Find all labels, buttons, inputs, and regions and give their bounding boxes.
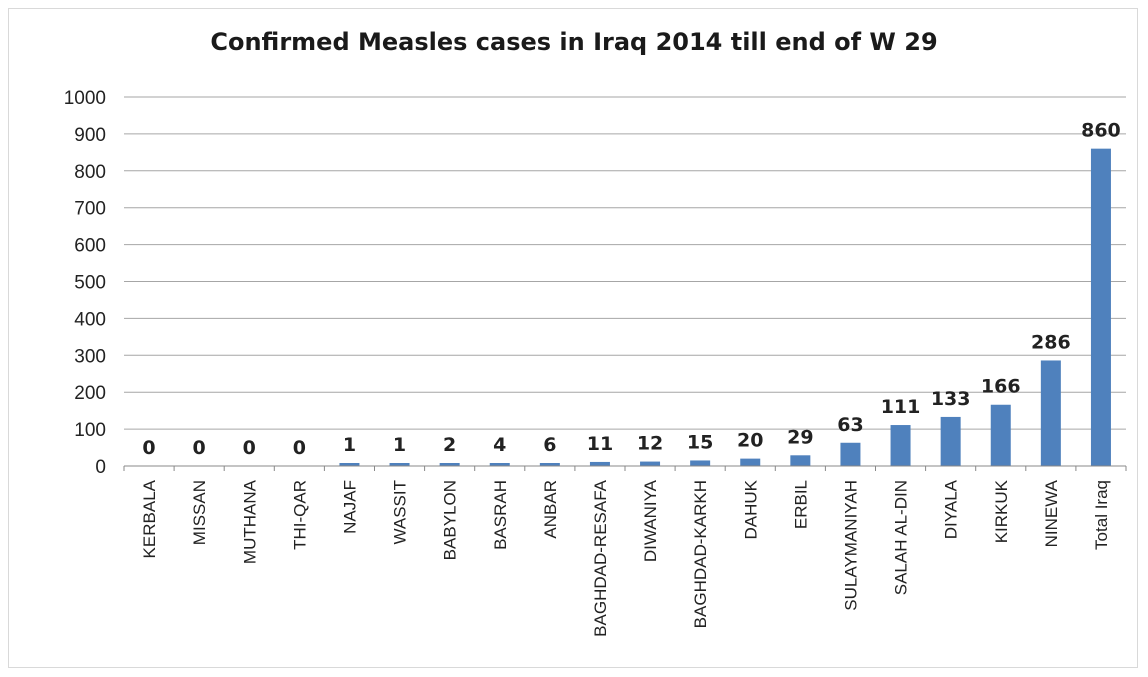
data-label: 12 — [637, 433, 663, 455]
y-tick-label: 900 — [74, 125, 106, 146]
y-axis-tick-labels: 0 100 200 300 400 500 600 700 800 900 1000 — [64, 88, 106, 478]
bar — [840, 442, 861, 466]
data-label: 166 — [981, 376, 1021, 398]
x-category-label: NAJAF — [340, 480, 359, 534]
bar — [690, 460, 711, 466]
data-label: 1 — [393, 434, 406, 456]
x-category-label: BAGHDAD-RESAFA — [591, 479, 610, 636]
bar — [990, 404, 1011, 466]
chart-title: Confirmed Measles cases in Iraq 2014 til… — [210, 28, 938, 56]
x-category-label: DIYALA — [942, 479, 961, 539]
bar — [439, 463, 460, 466]
y-tick-label: 1000 — [64, 88, 106, 109]
x-category-label: NINEWA — [1042, 479, 1061, 547]
y-tick-label: 800 — [74, 162, 106, 183]
x-category-label: Total Iraq — [1092, 480, 1111, 550]
y-tick-label: 200 — [74, 383, 106, 404]
bar — [1090, 148, 1111, 466]
data-label: 133 — [931, 388, 971, 410]
chart-frame — [8, 8, 1138, 668]
data-label: 286 — [1031, 331, 1071, 353]
bar — [940, 416, 961, 466]
bar — [1040, 360, 1061, 466]
y-tick-label: 100 — [74, 420, 106, 441]
x-category-label: SULAYMANIYAH — [841, 480, 860, 611]
bar — [489, 463, 510, 466]
bar — [389, 463, 410, 466]
x-category-label: MUTHANA — [240, 479, 259, 564]
bar — [339, 463, 360, 466]
y-tick-label: 500 — [74, 273, 106, 294]
bar — [539, 463, 560, 466]
bar — [589, 461, 610, 466]
data-label: 0 — [193, 437, 206, 459]
x-category-label: SALAH AL-DIN — [892, 480, 911, 595]
x-category-label: KIRKUK — [992, 479, 1011, 543]
bar — [640, 461, 661, 466]
data-label: 111 — [881, 396, 921, 418]
data-label: 2 — [443, 434, 456, 456]
x-category-label: KERBALA — [140, 479, 159, 558]
data-label: 4 — [493, 434, 506, 456]
data-label: 20 — [737, 430, 763, 452]
data-label: 0 — [293, 437, 306, 459]
bar — [790, 455, 811, 466]
y-tick-label: 600 — [74, 236, 106, 257]
x-category-label: BABYLON — [441, 480, 460, 560]
bar — [890, 425, 911, 466]
data-label: 860 — [1081, 120, 1121, 142]
data-label: 0 — [243, 437, 256, 459]
data-label: 6 — [543, 434, 556, 456]
data-label: 1 — [343, 434, 356, 456]
x-category-label: MISSAN — [190, 480, 209, 545]
bars — [339, 148, 1111, 466]
y-tick-label: 0 — [95, 457, 106, 478]
x-category-label: DIWANIYA — [641, 479, 660, 562]
x-category-label: BASRAH — [491, 480, 510, 550]
y-tick-label: 300 — [74, 346, 106, 367]
y-tick-label: 400 — [74, 309, 106, 330]
x-axis-category-labels: KERBALA MISSAN MUTHANA THI-QAR NAJAF WASSIT BA… — [123, 466, 1127, 637]
x-category-label: WASSIT — [391, 480, 410, 545]
x-category-label: BAGHDAD-KARKH — [691, 480, 710, 628]
data-label: 29 — [787, 426, 813, 448]
x-category-label: DAHUK — [741, 479, 760, 539]
gridlines — [124, 96, 1126, 430]
bar — [740, 458, 761, 466]
data-label: 15 — [687, 431, 713, 453]
data-label: 63 — [837, 414, 863, 436]
y-tick-label: 700 — [74, 199, 106, 220]
data-label: 0 — [142, 437, 155, 459]
x-category-label: ANBAR — [541, 480, 560, 539]
data-label: 11 — [587, 433, 613, 455]
x-category-label: THI-QAR — [290, 480, 309, 550]
x-category-label: ERBIL — [791, 480, 810, 529]
